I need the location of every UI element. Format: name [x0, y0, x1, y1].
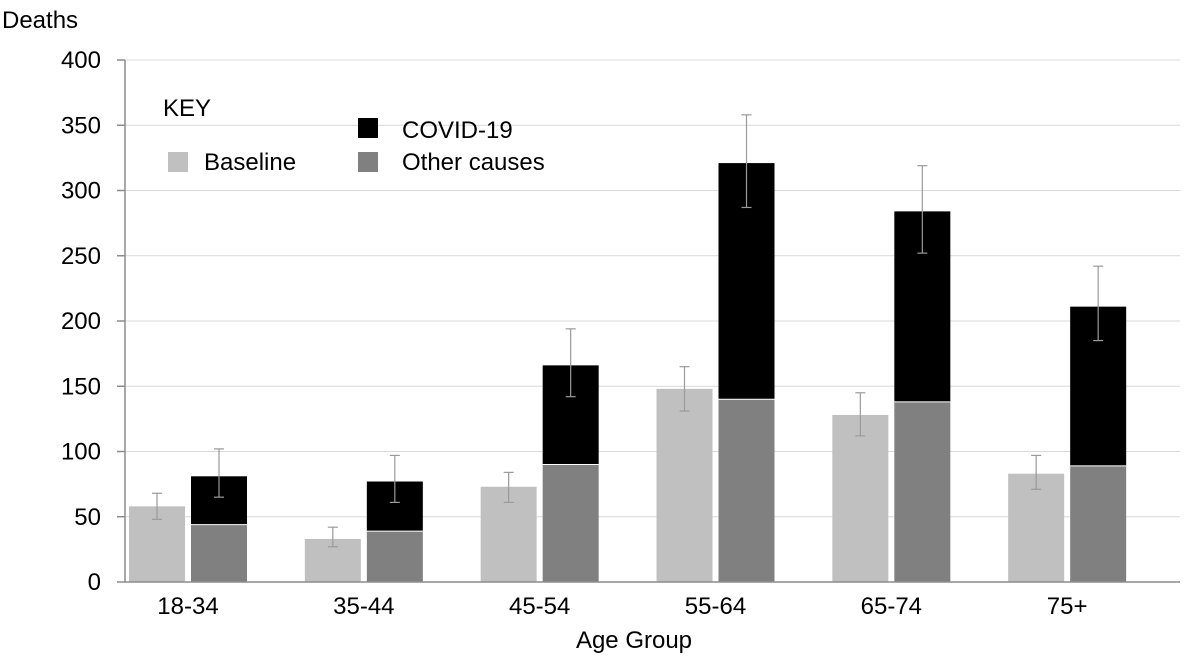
bar-other-causes: [191, 524, 247, 582]
x-tick-label: 45-54: [509, 593, 570, 620]
bar-other-causes: [1070, 465, 1127, 582]
x-tick-label: 65-74: [861, 593, 922, 620]
bar-baseline: [832, 414, 889, 582]
bar-baseline: [656, 388, 713, 582]
y-tick-label: 250: [61, 243, 101, 270]
bar-other-causes: [894, 401, 951, 582]
x-tick-label: 18-34: [157, 593, 218, 620]
y-tick-label: 350: [61, 112, 101, 139]
legend-swatch-other: [358, 152, 378, 172]
x-tick-label: 55-64: [685, 593, 746, 620]
y-tick-label: 150: [61, 373, 101, 400]
bar-other-causes: [366, 531, 423, 582]
legend-label-other: Other causes: [402, 149, 545, 176]
legend-swatch-baseline: [168, 152, 188, 172]
y-tick-label: 300: [61, 178, 101, 205]
bar-baseline: [1008, 473, 1065, 582]
y-tick-label: 400: [61, 47, 101, 74]
y-tick-label: 100: [61, 439, 101, 466]
y-tick-label: 200: [61, 308, 101, 335]
x-tick-labels: 18-34 35-44 45-54 55-64 65-74 75+: [157, 593, 1087, 620]
error-bars: [152, 114, 1104, 548]
gridlines: [125, 59, 1180, 518]
bar-other-causes: [718, 399, 775, 582]
y-axis-title: Deaths: [2, 7, 78, 34]
legend-swatch-covid: [358, 118, 378, 138]
x-tick-label: 35-44: [333, 593, 394, 620]
y-tick-label: 0: [88, 569, 101, 596]
x-tick-label: 75+: [1047, 593, 1088, 620]
bars: [129, 163, 1127, 582]
x-axis-title: Age Group: [576, 627, 692, 654]
legend-label-baseline: Baseline: [204, 149, 296, 176]
legend-title: KEY: [163, 95, 211, 122]
legend: KEY COVID-19 Baseline Other causes: [163, 95, 545, 176]
y-tick-labels: 0 50 100 150 200 250 300 350 400: [61, 47, 125, 596]
y-tick-label: 50: [74, 504, 101, 531]
bar-other-causes: [542, 464, 599, 582]
legend-label-covid: COVID-19: [402, 117, 513, 144]
